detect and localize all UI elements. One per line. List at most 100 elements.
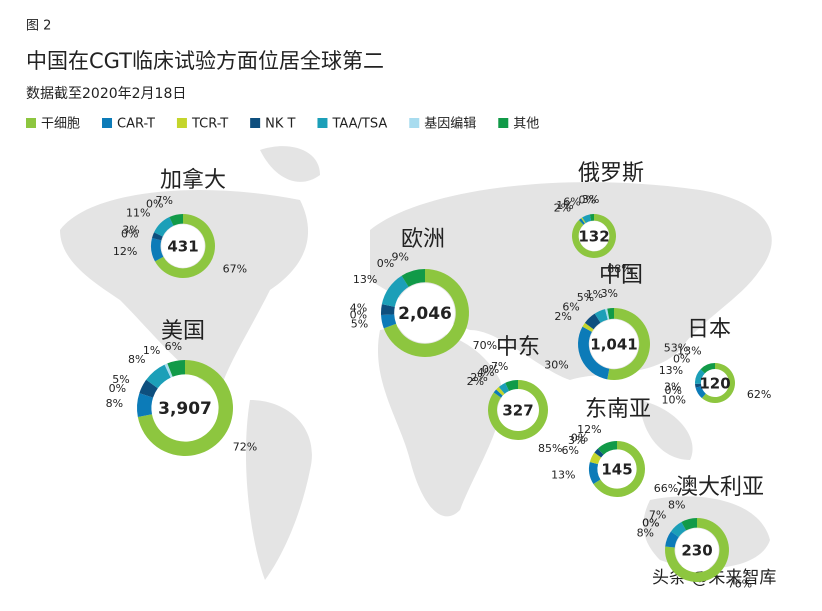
value-label: 3%: [601, 287, 618, 300]
donut-segment: [578, 326, 610, 380]
donut-segment: [154, 217, 174, 237]
value-label: 0%: [482, 363, 499, 376]
value-label: 3%: [568, 434, 585, 447]
donut-total: 327: [502, 402, 533, 420]
donut-segment: [383, 269, 470, 357]
value-label: 70%: [473, 339, 497, 352]
value-label: 6%: [562, 444, 579, 457]
region-name: 中东: [496, 335, 540, 360]
donut-segment: [584, 313, 601, 330]
value-label: 53%: [664, 342, 688, 355]
legend-label: 其他: [513, 117, 539, 132]
donut: 88% 2%1%6%0%3% 132 俄罗斯: [554, 161, 644, 275]
donut-segment: [498, 382, 510, 394]
region-name: 俄罗斯: [578, 161, 644, 186]
value-label: 72%: [233, 441, 257, 454]
donut-segment: [589, 452, 602, 465]
value-label: 1%: [556, 199, 573, 212]
region-name: 美国: [161, 319, 205, 344]
value-label: 0%: [377, 257, 394, 270]
donut-center: [497, 389, 539, 431]
donut-segment: [496, 386, 505, 396]
legend-swatch: [250, 118, 261, 128]
value-label: 66%: [654, 482, 678, 495]
donut-segment: [572, 214, 616, 259]
legend-label: 基因编辑: [424, 117, 476, 132]
legend-label: NK T: [265, 117, 295, 132]
donut-segment: [488, 380, 549, 440]
donut-segment: [701, 363, 735, 403]
donut-total: 2,046: [398, 304, 452, 324]
donut-segment: [670, 522, 687, 538]
donut-segment: [700, 363, 715, 374]
donut-total: 230: [681, 542, 712, 560]
region-name: 加拿大: [160, 167, 226, 193]
value-label: 0%: [571, 431, 588, 444]
donut: 66% 13% 6%3%0%12% 145 东南亚: [551, 397, 678, 498]
value-label: 6%: [165, 340, 182, 353]
donut-segment: [664, 518, 729, 582]
donut-segment: [164, 363, 173, 378]
value-label: 11%: [126, 206, 150, 219]
donut-segment: [597, 441, 617, 455]
value-label: 5%: [351, 318, 368, 331]
legend-label: TCR-T: [191, 117, 228, 132]
value-label: 8%: [128, 353, 145, 366]
value-label: 76%: [728, 577, 752, 590]
donut-total: 120: [699, 375, 730, 393]
donut-segment: [381, 275, 409, 307]
value-label: 0%: [579, 194, 596, 207]
donut-total: 132: [578, 228, 609, 246]
donut-segment: [695, 383, 702, 388]
donut-segment: [137, 360, 233, 456]
donut-segment: [152, 232, 163, 241]
legend-label: TAA/TSA: [331, 117, 387, 132]
region-name: 澳大利亚: [676, 475, 764, 500]
chart-title: 中国在CGT临床试验方面位居全球第二: [26, 49, 384, 73]
value-label: 3%: [122, 223, 139, 236]
donut-center: [152, 375, 218, 441]
donut-segment: [582, 322, 594, 332]
donut-total: 1,041: [590, 336, 637, 354]
value-label: 1%: [586, 288, 603, 301]
value-label: 6%: [562, 301, 579, 314]
donut-segment: [695, 369, 705, 384]
donut-segment: [695, 386, 706, 399]
value-label: 2%: [470, 371, 487, 384]
donut-total: 145: [601, 461, 632, 479]
donut-segment: [681, 518, 697, 531]
donut-segment: [169, 214, 183, 226]
value-label: 2%: [467, 375, 484, 388]
value-label: 7%: [649, 509, 666, 522]
value-label: 0%: [146, 197, 163, 210]
value-label: 3%: [664, 381, 681, 394]
donut-total: 431: [167, 238, 198, 256]
value-label: 0%: [350, 309, 367, 322]
value-label: 0%: [642, 516, 659, 529]
value-label: 2%: [554, 310, 571, 323]
value-label: 7%: [156, 194, 173, 207]
donut-center: [589, 319, 639, 369]
legend-swatch: [317, 118, 328, 128]
donut-segment: [581, 217, 586, 224]
donut-segment: [582, 214, 592, 223]
donut-segment: [589, 462, 601, 485]
donut-segment: [593, 441, 646, 498]
value-label: 0%: [121, 228, 138, 241]
donut-center: [701, 369, 729, 397]
donut-center: [675, 528, 719, 572]
value-label: 4%: [477, 366, 494, 379]
donut-center: [579, 221, 609, 251]
figure-label: 图 2: [26, 19, 51, 34]
legend-swatch: [102, 118, 113, 128]
value-label: 85%: [538, 442, 562, 455]
value-label: 0%: [109, 382, 126, 395]
donut-segment: [607, 308, 614, 320]
legend-swatch: [26, 118, 36, 128]
value-label: 13%: [677, 345, 701, 358]
value-label: 5%: [577, 291, 594, 304]
